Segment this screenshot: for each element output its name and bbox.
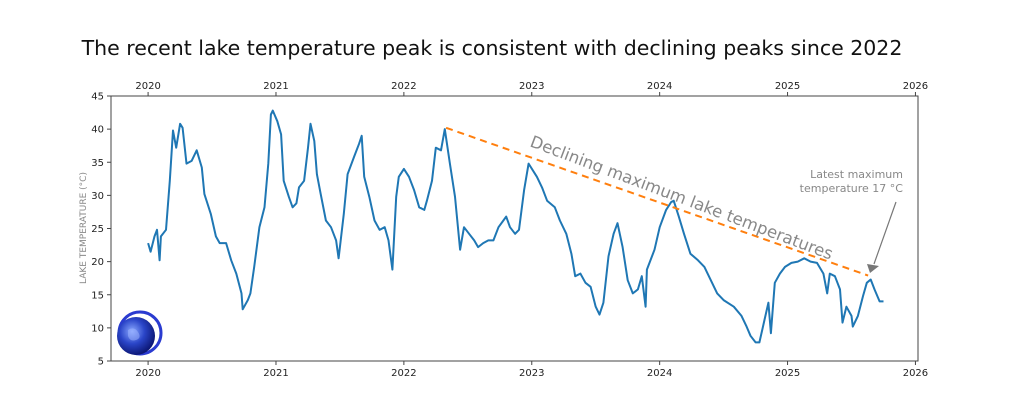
chart-title: The recent lake temperature peak is cons… — [81, 36, 903, 60]
x-top-tick-label: 2020 — [135, 81, 160, 92]
plot-frame — [110, 95, 919, 362]
x-tick-label: 2020 — [135, 368, 160, 379]
globe-logo — [117, 310, 163, 356]
x-top-tick-label: 2024 — [647, 81, 672, 92]
x-top-tick-label: 2023 — [519, 81, 544, 92]
x-top-tick-label: 2022 — [391, 81, 416, 92]
y-tick-label: 45 — [91, 92, 104, 103]
y-tick-label: 30 — [91, 191, 104, 202]
x-top-tick-label: 2021 — [263, 81, 288, 92]
x-tick-label: 2023 — [519, 368, 544, 379]
y-tick-label: 15 — [91, 290, 104, 301]
y-tick-label: 5 — [98, 357, 104, 368]
plot-area — [147, 109, 884, 344]
y-axis-label: LAKE TEMPERATURE (°C) — [79, 172, 89, 284]
latest-max-annotation-line2: temperature 17 °C — [800, 182, 904, 195]
y-tick-label: 10 — [91, 323, 104, 334]
x-tick-label: 2026 — [903, 368, 928, 379]
annotation-arrow — [867, 201, 897, 273]
x-tick-label: 2024 — [647, 368, 672, 379]
axes: 2020 2020 2021 2021 2022 2022 2023 2023 2024 2024… — [91, 81, 928, 379]
latest-max-annotation-line1: Latest maximum — [810, 168, 903, 181]
y-tick-label: 35 — [91, 158, 104, 169]
x-top-tick-label: 2025 — [775, 81, 800, 92]
x-tick-label: 2022 — [391, 368, 416, 379]
temperature-series-line — [147, 109, 884, 344]
y-tick-label: 25 — [91, 224, 104, 235]
trend-annotation: Declining maximum lake temperatures — [528, 132, 836, 264]
x-top-tick-label: 2026 — [903, 81, 928, 92]
x-tick-label: 2021 — [263, 368, 288, 379]
trend-line — [445, 126, 869, 277]
y-tick-label: 20 — [91, 257, 104, 268]
y-tick-label: 40 — [91, 125, 104, 136]
x-tick-label: 2025 — [775, 368, 800, 379]
